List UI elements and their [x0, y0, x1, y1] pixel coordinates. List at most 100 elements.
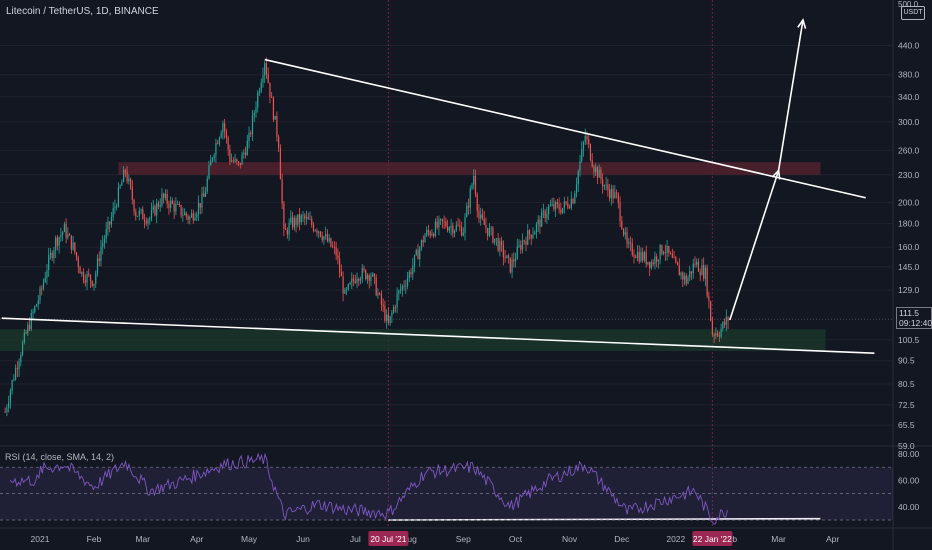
candle-body — [6, 407, 8, 413]
candle-body — [152, 206, 154, 210]
candle-body — [96, 258, 99, 274]
candle-body — [427, 230, 430, 233]
candle-body — [690, 271, 693, 274]
candle-body — [192, 213, 194, 221]
candle-body — [231, 160, 233, 162]
candle-body — [72, 242, 74, 250]
candle-body — [27, 324, 29, 334]
projection-arrow-1 — [729, 170, 780, 321]
candle-body — [622, 229, 625, 235]
candle-body — [53, 250, 55, 259]
candlestick-series[interactable] — [4, 57, 729, 417]
trend-drawings[interactable] — [1, 18, 875, 521]
candle-body — [441, 219, 443, 222]
candle-body — [217, 142, 219, 144]
candle-body — [680, 272, 682, 276]
candle-body — [177, 203, 179, 205]
rsi-panel[interactable] — [0, 452, 893, 525]
candle-body — [682, 272, 684, 280]
candle-body — [25, 332, 27, 334]
rsi-support-line — [388, 517, 821, 521]
candle-body — [553, 203, 555, 210]
candle-body — [190, 213, 193, 218]
candle-body — [591, 160, 593, 167]
candle-body — [602, 179, 604, 187]
candle-body — [135, 211, 137, 217]
candle-body — [487, 227, 489, 236]
candle-body — [128, 179, 130, 182]
candle-body — [332, 246, 334, 248]
candle-body — [185, 212, 187, 217]
candle-body — [8, 402, 10, 408]
candle-body — [34, 306, 36, 312]
candle-body — [530, 234, 532, 239]
candle-body — [48, 255, 50, 270]
highlight-date-badge — [368, 531, 409, 546]
candle-body — [117, 187, 119, 207]
candle-body — [39, 288, 41, 301]
candle-body — [229, 149, 231, 162]
candle-body — [710, 301, 712, 321]
candle-body — [405, 285, 407, 287]
candle-body — [609, 190, 611, 199]
candle-body — [673, 257, 675, 259]
candle-body — [605, 184, 607, 186]
candle-body — [467, 205, 470, 208]
candle-body — [335, 247, 337, 256]
candle-body — [595, 167, 597, 172]
candle-body — [304, 215, 306, 219]
candle-body — [474, 175, 477, 195]
candle-body — [307, 217, 309, 220]
candle-body — [173, 203, 175, 212]
candle-body — [652, 262, 654, 265]
projection-arrow-2-head — [797, 18, 807, 29]
candle-body — [112, 208, 114, 217]
candle-body — [178, 203, 180, 205]
price-tick-label: 59.0 — [898, 441, 915, 451]
candle-body — [269, 82, 271, 98]
candle-body — [518, 245, 520, 247]
candle-body — [65, 223, 67, 238]
highlight-date-badge — [692, 531, 733, 546]
candle-body — [643, 252, 646, 261]
candle-body — [187, 216, 189, 220]
candle-body — [521, 240, 524, 250]
candle-body — [337, 255, 339, 259]
candle-body — [46, 269, 48, 278]
candle-body — [581, 148, 583, 161]
candle-body — [326, 234, 329, 242]
candle-body — [311, 219, 313, 225]
candle-body — [548, 205, 550, 214]
candle-body — [250, 132, 252, 134]
candle-body — [494, 238, 496, 243]
candle-body — [417, 250, 419, 260]
candle-body — [321, 236, 323, 240]
candle-body — [323, 236, 325, 240]
candle-body — [551, 203, 553, 206]
candle-body — [398, 290, 400, 294]
candle-body — [663, 252, 665, 254]
candle-body — [318, 231, 320, 233]
candle-body — [196, 213, 198, 218]
candle-body — [199, 203, 201, 208]
candle-body — [722, 322, 724, 329]
candle-body — [560, 209, 562, 213]
candle-body — [44, 277, 46, 282]
currency-badge[interactable]: USDT — [901, 6, 925, 20]
candle-body — [612, 188, 614, 199]
candle-body — [546, 213, 548, 219]
time-tick-label: 2022 — [666, 534, 685, 544]
candle-body — [297, 214, 299, 225]
candle-body — [575, 184, 578, 194]
candle-body — [626, 232, 628, 244]
candle-body — [272, 97, 275, 120]
time-tick-label: Feb — [87, 534, 102, 544]
candle-body — [243, 152, 245, 155]
candle-body — [638, 251, 640, 262]
candle-body — [241, 154, 243, 165]
candle-body — [278, 136, 280, 149]
candle-body — [154, 206, 156, 216]
